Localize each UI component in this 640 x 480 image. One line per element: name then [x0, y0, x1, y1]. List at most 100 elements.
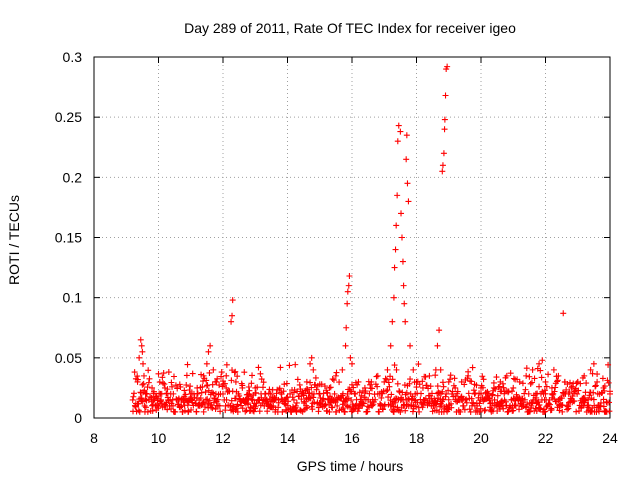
band-point [379, 390, 386, 397]
band-point [327, 384, 334, 391]
data-point [419, 384, 426, 391]
band-point [283, 394, 290, 401]
band-point [519, 380, 526, 387]
data-point [303, 378, 310, 385]
x-tick-label: 24 [602, 430, 618, 446]
band-point [606, 408, 613, 415]
band-point [156, 379, 163, 386]
data-point [140, 360, 147, 367]
band-point [308, 384, 315, 391]
data-point [308, 354, 315, 361]
band-point [559, 402, 566, 409]
band-point [478, 390, 484, 397]
band-point [601, 387, 608, 394]
band-point [183, 372, 190, 379]
data-point [397, 128, 404, 135]
band-point [463, 396, 470, 403]
band-point [286, 362, 293, 369]
band-point [439, 388, 446, 395]
band-point [186, 387, 193, 394]
band-point [283, 380, 290, 387]
data-point [548, 384, 555, 391]
band-point [193, 408, 200, 415]
band-point [528, 379, 535, 386]
band-point [443, 390, 450, 397]
x-tick-label: 12 [215, 430, 231, 446]
band-point [348, 397, 355, 404]
data-point [132, 400, 139, 407]
data-point [347, 354, 354, 361]
band-point [416, 408, 423, 415]
band-point [250, 408, 257, 415]
band-point [341, 408, 348, 415]
band-point [516, 406, 523, 413]
band-point [574, 390, 581, 397]
data-point [140, 372, 147, 379]
data-point [441, 116, 448, 123]
data-point [458, 378, 465, 385]
band-point [155, 370, 162, 377]
band-point [512, 402, 519, 409]
band-point [457, 408, 464, 415]
data-point [503, 372, 510, 379]
band-point [253, 400, 260, 407]
data-point [497, 378, 504, 385]
data-point [344, 300, 351, 307]
band-point [170, 390, 177, 397]
band-point [414, 399, 421, 406]
band-point [451, 375, 458, 382]
data-point [343, 324, 350, 331]
band-point [407, 376, 414, 383]
x-tick-label: 20 [473, 430, 489, 446]
band-point [545, 400, 552, 407]
band-point [209, 389, 216, 396]
band-point [360, 400, 367, 407]
band-point [350, 384, 357, 391]
y-tick-label: 0 [74, 410, 82, 426]
band-point [298, 396, 305, 403]
band-point [139, 381, 146, 388]
band-point [258, 376, 265, 383]
data-point [441, 126, 448, 133]
data-point [161, 384, 168, 391]
band-point [600, 403, 607, 410]
y-tick-label: 0.15 [55, 230, 82, 246]
band-point [289, 394, 296, 401]
band-point [279, 408, 286, 415]
band-point [385, 394, 392, 401]
band-point [590, 389, 597, 396]
band-point [354, 381, 361, 388]
data-point [536, 360, 543, 367]
band-point [352, 390, 359, 397]
data-point [484, 390, 491, 397]
band-point [581, 394, 588, 401]
data-point [516, 378, 523, 385]
band-point [303, 385, 310, 392]
data-point [300, 390, 307, 397]
x-tick-label: 22 [538, 430, 554, 446]
band-point [136, 408, 143, 415]
data-point [158, 390, 165, 397]
band-point [373, 373, 380, 380]
data-point [255, 364, 262, 371]
band-point [219, 383, 226, 390]
band-point [547, 401, 554, 408]
band-point [344, 390, 351, 397]
band-point [449, 388, 456, 395]
data-point [220, 390, 226, 397]
band-point [209, 381, 216, 388]
y-tick-label: 0.3 [63, 49, 83, 65]
band-point [388, 391, 395, 398]
band-point [161, 381, 168, 388]
band-point [500, 405, 507, 412]
band-point [468, 378, 475, 385]
band-point [583, 380, 590, 387]
band-point [177, 404, 184, 411]
band-point [277, 364, 284, 371]
data-point [310, 366, 317, 373]
x-tick-label: 10 [151, 430, 167, 446]
data-point [207, 342, 214, 349]
band-point [588, 395, 595, 402]
band-point [313, 386, 320, 393]
data-point [568, 384, 575, 391]
